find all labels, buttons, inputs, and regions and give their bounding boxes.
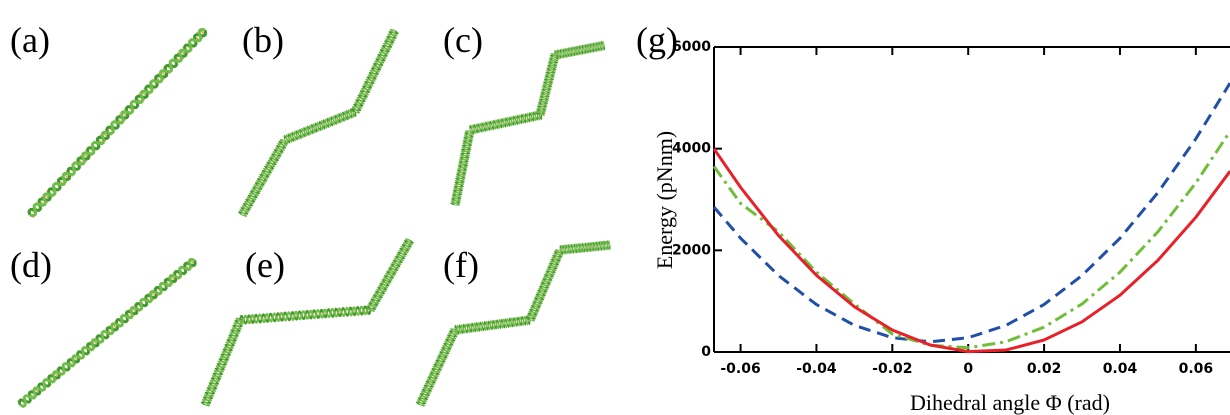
x-tick-label: 0.06 [1179, 361, 1214, 377]
x-tick-label: -0.04 [796, 361, 837, 377]
panel-label: (b) [242, 20, 284, 60]
panel-label: (e) [245, 245, 285, 285]
panel-label: (g) [636, 20, 678, 60]
y-tick-label: 2000 [672, 242, 711, 258]
panel-label: (c) [443, 20, 483, 60]
x-tick-label: 0.02 [1027, 361, 1062, 377]
panel-label: (a) [10, 20, 50, 60]
panel-label: (f) [443, 245, 479, 285]
curve [712, 82, 1230, 344]
x-tick-label: -0.02 [872, 361, 912, 377]
curve [712, 147, 1230, 354]
y-tick-label: 4000 [672, 141, 711, 157]
y-axis-label: Energy (pNnm) [652, 131, 677, 269]
y-tick-label: 0 [701, 344, 711, 360]
y-tick-label: 6000 [672, 39, 711, 55]
x-tick-label: -0.06 [720, 361, 760, 377]
x-tick-label: 0 [963, 361, 973, 377]
dna-images [18, 28, 611, 408]
x-axis-label: Dihedral angle Φ (rad) [910, 390, 1110, 415]
panel-label: (d) [10, 245, 52, 285]
x-tick-label: 0.04 [1103, 361, 1138, 377]
curve [712, 130, 1230, 350]
